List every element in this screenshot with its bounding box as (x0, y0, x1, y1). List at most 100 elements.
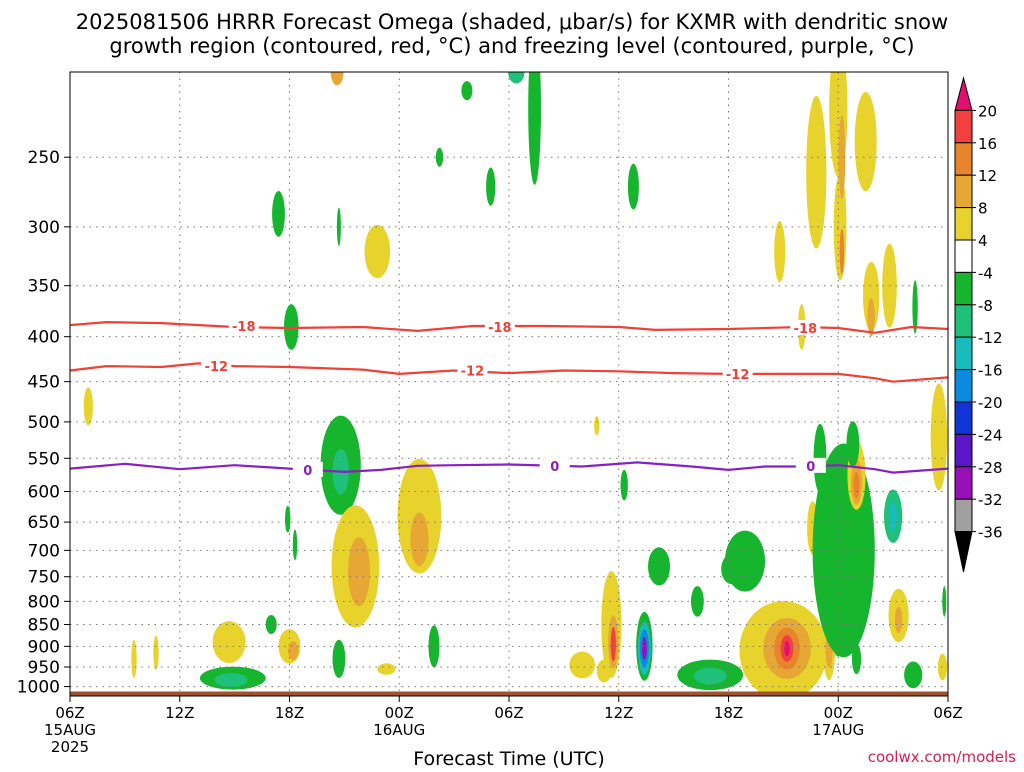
omega-cell (721, 553, 744, 585)
omega-cell (912, 280, 918, 334)
omega-cell (806, 95, 827, 249)
omega-shading (83, 72, 948, 696)
x-tick-label: 06Z (933, 704, 962, 722)
omega-cell (153, 635, 159, 670)
omega-cell (620, 469, 628, 501)
omega-cell (594, 416, 600, 436)
omega-cell (693, 667, 727, 685)
colorbar-label: -24 (978, 426, 1003, 444)
y-tick-label: 700 (28, 541, 60, 561)
x-tick-date: 15AUG (44, 721, 96, 739)
colorbar-arrow-bottom (954, 531, 973, 573)
colorbar-label: 16 (978, 135, 997, 153)
pressure-axis: 2503003504004505005506006507007508008509… (17, 148, 70, 698)
y-tick-label: 900 (28, 637, 60, 657)
y-tick-label: 400 (28, 328, 60, 348)
chart-title-line1: 2025081506 HRRR Forecast Omega (shaded, … (76, 10, 948, 34)
colorbar-segment (954, 174, 973, 209)
contour-line (69, 320, 949, 334)
omega-cell (83, 387, 93, 426)
omega-cell (894, 606, 903, 634)
omega-cell (212, 621, 246, 664)
omega-cell (364, 224, 391, 279)
omega-cell (285, 505, 291, 533)
colorbar-label: -4 (978, 264, 993, 282)
omega-cell (648, 547, 670, 586)
x-tick-label: 06Z (494, 704, 523, 722)
omega-cell (214, 673, 248, 687)
omega-cell (596, 659, 612, 683)
x-axis-label: Forecast Time (UTC) (413, 748, 604, 768)
colorbar-segment (954, 336, 973, 371)
contour-label-bg (484, 319, 515, 335)
omega-cell (854, 92, 877, 192)
temperature-contours: -18 -18 -18 -12 -12 -12 0 0 0 (69, 318, 949, 479)
omega-cell (330, 72, 344, 86)
omega-cell (288, 641, 299, 661)
omega-cell (348, 537, 370, 606)
contour-label: -12 (726, 368, 750, 383)
contour-label-bg (722, 365, 753, 381)
colorbar-segment (954, 466, 973, 500)
omega-cell (863, 262, 880, 331)
surface-band (70, 691, 948, 696)
x-tick-label: 06Z (55, 704, 84, 722)
omega-cell (838, 115, 846, 200)
colorbar-segment (954, 304, 973, 338)
y-tick-label: 1000 (17, 678, 60, 698)
omega-cell (851, 643, 862, 675)
colorbar-label: -16 (978, 362, 1003, 380)
contour-label: -12 (205, 360, 229, 375)
omega-cell (904, 661, 923, 689)
omega-cell (853, 471, 860, 499)
y-tick-label: 750 (28, 568, 60, 588)
colorbar-label: 8 (978, 200, 988, 218)
y-tick-label: 600 (28, 483, 60, 503)
omega-colorbar: 20 16 12 8 4 -4 -8 -12 -16 -20 -24 -28 -32 -36 (954, 76, 1003, 573)
omega-cell (528, 72, 541, 185)
omega-cell (942, 586, 947, 617)
surface-fill (70, 691, 948, 696)
omega-cell (332, 639, 346, 679)
colorbar-segment (954, 433, 973, 468)
omega-cell (774, 221, 786, 282)
omega-cell (265, 615, 277, 634)
colorbar-segment (954, 401, 973, 435)
x-tick-date: 17AUG (812, 721, 864, 739)
omega-cell (839, 228, 845, 275)
x-tick-label: 12Z (165, 704, 194, 722)
omega-cell (889, 500, 898, 532)
omega-cell (569, 651, 595, 679)
colorbar-label: -8 (978, 297, 993, 315)
omega-cell (410, 512, 429, 566)
omega-cell (867, 298, 875, 337)
omega-cell (486, 167, 496, 206)
x-tick-label: 18Z (714, 704, 743, 722)
contour-label: 0 (550, 460, 559, 475)
omega-cell (691, 586, 704, 617)
y-tick-label: 950 (28, 658, 60, 678)
contour-label-bg (790, 319, 821, 335)
y-tick-label: 650 (28, 513, 60, 533)
omega-cell (642, 637, 647, 660)
contour-label: 0 (303, 464, 312, 479)
omega-cell (508, 72, 525, 84)
colorbar-label: -28 (978, 459, 1003, 477)
y-tick-label: 850 (28, 616, 60, 636)
x-tick-date: 16AUG (373, 721, 425, 739)
credit-text[interactable]: coolwx.com/models (868, 748, 1016, 766)
omega-cell (784, 640, 790, 657)
x-tick-label: 00Z (385, 704, 414, 722)
colorbar-segment (954, 498, 973, 533)
y-tick-label: 550 (28, 449, 60, 469)
colorbar-segment (954, 239, 973, 273)
contour-label-bg (201, 358, 232, 374)
colorbar-segment (954, 271, 973, 306)
y-tick-label: 350 (28, 277, 60, 297)
colorbar-segment (954, 142, 973, 176)
colorbar-label: -12 (978, 329, 1003, 347)
contour-label: -18 (488, 321, 512, 336)
omega-cell (292, 529, 298, 561)
